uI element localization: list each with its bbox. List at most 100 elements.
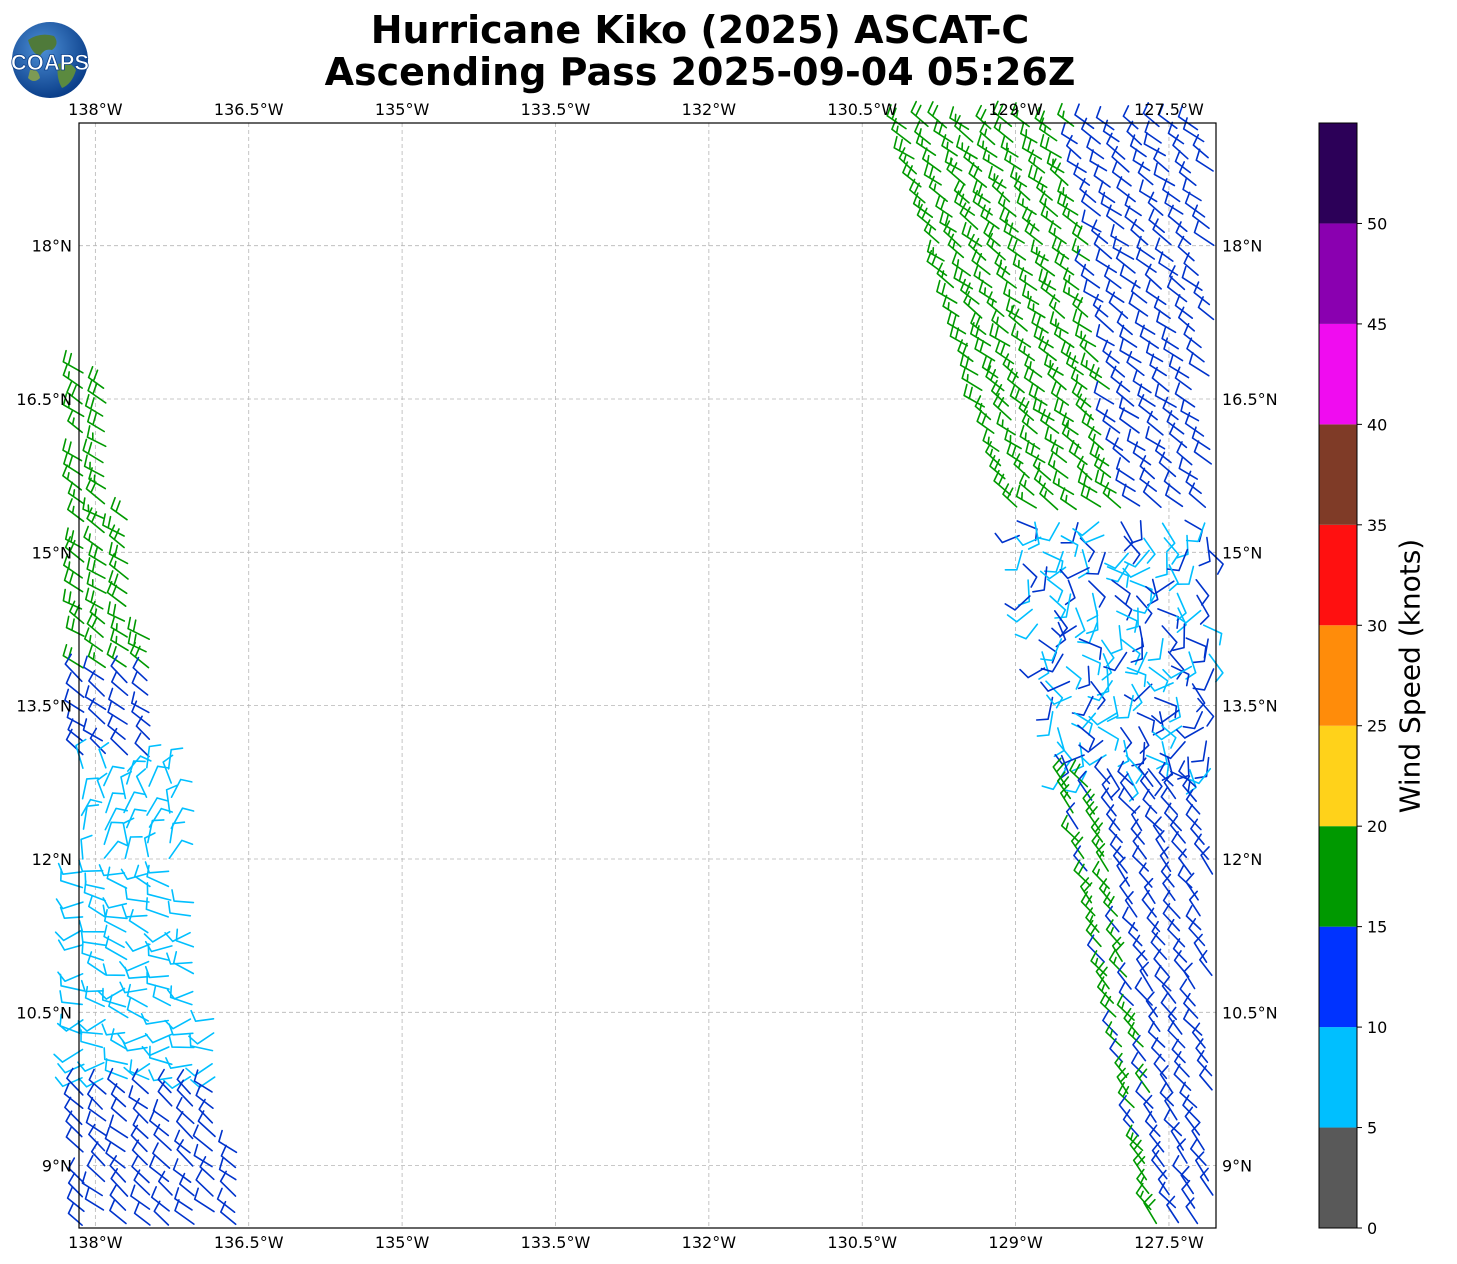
wind-barb	[133, 1169, 151, 1196]
wind-barb	[1163, 537, 1180, 565]
wind-barb	[1164, 191, 1184, 215]
wind-barb	[110, 1097, 127, 1122]
wind-barb	[1126, 607, 1139, 631]
map-title-line-2: Ascending Pass 2025-09-04 05:26Z	[324, 50, 1076, 94]
wind-barb	[1115, 457, 1135, 481]
wind-barb	[66, 1186, 85, 1213]
wind-barb	[1136, 712, 1155, 733]
wind-barb	[1183, 323, 1202, 349]
wind-barb	[1121, 483, 1141, 507]
wind-barb	[1000, 135, 1019, 158]
wind-barb	[172, 1158, 192, 1183]
wind-barb	[1015, 484, 1037, 509]
wind-barb	[1046, 578, 1064, 603]
wind-barb	[1131, 683, 1143, 712]
wind-barb	[174, 1187, 193, 1211]
wind-barb	[87, 366, 105, 389]
wind-barb	[1030, 239, 1049, 262]
wind-barb	[108, 1114, 129, 1139]
wind-barb	[84, 1187, 105, 1211]
wind-barb	[939, 210, 957, 233]
wind-barb	[1195, 579, 1210, 606]
wind-barb	[107, 601, 126, 622]
wind-barb	[218, 1129, 238, 1154]
wind-barb	[1135, 247, 1157, 273]
wind-barb	[1119, 876, 1133, 905]
wind-barb	[84, 985, 105, 1008]
wind-barb	[192, 1124, 213, 1152]
wind-barb	[103, 821, 124, 846]
wind-barb	[1174, 294, 1194, 319]
colorbar-band	[1319, 524, 1357, 626]
wind-barb	[67, 498, 85, 523]
latitude-label-right: 13.5°N	[1222, 697, 1278, 716]
wind-barb	[1028, 382, 1048, 406]
wind-barb	[1199, 949, 1213, 977]
wind-barb	[1183, 1007, 1203, 1036]
wind-barb	[1166, 275, 1188, 303]
wind-barb	[996, 262, 1017, 289]
wind-barb	[103, 909, 127, 933]
wind-barb	[1091, 219, 1109, 245]
wind-barb	[197, 1110, 216, 1138]
wind-barb	[108, 524, 125, 549]
wind-barb	[1093, 380, 1115, 405]
wind-barb	[1187, 767, 1212, 785]
wind-barb	[1057, 102, 1075, 127]
longitude-label-top: 129°W	[988, 100, 1043, 119]
wind-barb	[62, 393, 85, 418]
wind-barb	[1144, 1110, 1161, 1137]
latitude-label-left: 10.5°N	[16, 1003, 72, 1022]
wind-barb	[1185, 789, 1201, 815]
wind-barb	[1158, 451, 1177, 478]
wind-barb	[1057, 191, 1079, 216]
wind-barb	[1111, 579, 1131, 605]
map-frame	[78, 122, 1217, 1229]
wind-barb	[1202, 624, 1223, 646]
latitude-label-left: 12°N	[32, 850, 72, 869]
wind-barb	[1165, 483, 1184, 508]
wind-barb	[1172, 134, 1189, 160]
wind-barb	[176, 1111, 194, 1140]
wind-barb	[968, 233, 987, 261]
wind-barb	[176, 1069, 191, 1095]
wind-barb	[66, 705, 85, 728]
wind-barb	[1138, 394, 1158, 421]
wind-barb	[108, 570, 128, 595]
wind-barb	[1114, 595, 1133, 621]
wind-barb	[77, 1018, 106, 1032]
wind-barb	[1049, 158, 1069, 186]
wind-barb	[157, 1068, 172, 1094]
wind-barb	[1013, 175, 1031, 201]
wind-barb	[1106, 132, 1126, 160]
wind-barb	[1034, 250, 1056, 277]
wind-barb	[153, 1200, 170, 1226]
wind-barb	[1122, 906, 1139, 932]
wind-barb	[991, 379, 1009, 407]
wind-barb	[943, 220, 962, 248]
wind-barb	[110, 655, 128, 684]
wind-barb	[170, 778, 193, 798]
wind-barb	[1080, 891, 1096, 917]
wind-barb	[1004, 147, 1023, 171]
wind-barb	[1188, 482, 1207, 508]
wind-barb	[1119, 324, 1138, 348]
wind-barb	[1046, 694, 1072, 705]
wind-barb	[1104, 905, 1120, 933]
wind-barb	[1073, 712, 1093, 736]
wind-barb	[968, 162, 988, 188]
wind-barb	[123, 791, 147, 814]
wind-barb	[1116, 380, 1135, 407]
wind-barb	[216, 1187, 236, 1213]
colorbar-band	[1319, 1127, 1357, 1228]
wind-barb	[982, 429, 1000, 452]
wind-barb	[1186, 337, 1205, 363]
wind-barb	[1088, 712, 1118, 726]
wind-barb	[991, 308, 1009, 334]
wind-barb	[87, 409, 105, 433]
wind-barb	[134, 732, 150, 758]
colorbar-tick-label: 0	[1367, 1219, 1377, 1238]
wind-barb	[1192, 134, 1209, 159]
wind-barb	[1024, 219, 1043, 245]
wind-barb	[936, 262, 955, 289]
